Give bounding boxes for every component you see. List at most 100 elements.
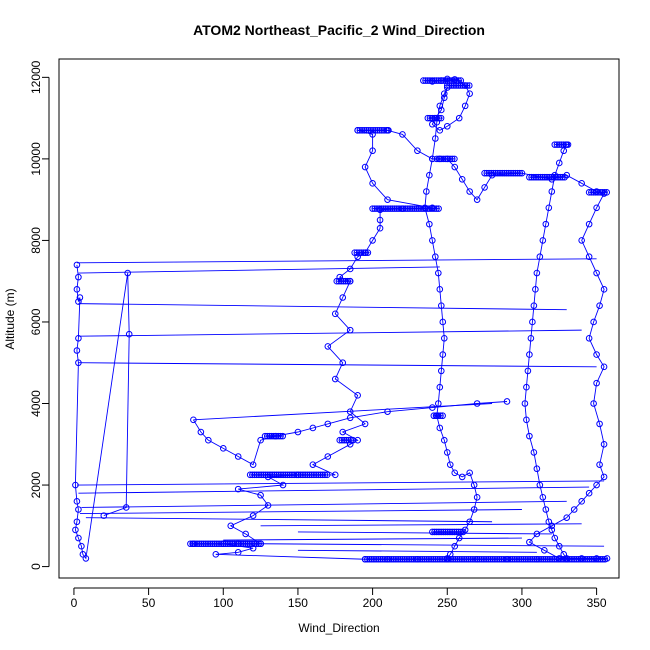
data-point <box>442 155 449 163</box>
data-point <box>435 400 442 407</box>
data-point <box>454 555 461 563</box>
data-point <box>353 249 361 256</box>
data-point <box>548 188 556 195</box>
data-point <box>413 205 420 212</box>
data-point <box>255 471 263 479</box>
data-point <box>593 379 600 387</box>
data-point <box>465 82 473 89</box>
data-point <box>277 432 284 440</box>
data-point <box>417 205 425 212</box>
data-point <box>564 555 571 563</box>
data-point <box>235 540 243 548</box>
connector-line <box>85 517 493 523</box>
data-point <box>386 205 394 212</box>
data-point <box>524 367 532 375</box>
data-point <box>596 302 603 309</box>
data-point <box>346 277 354 285</box>
data-point <box>266 432 273 440</box>
data-point <box>530 302 538 309</box>
data-point <box>220 540 227 548</box>
data-point <box>319 471 327 479</box>
data-point <box>432 412 440 420</box>
data-point <box>450 82 458 89</box>
data-point <box>534 173 542 181</box>
data-point <box>424 77 432 84</box>
data-point <box>553 141 561 148</box>
data-point <box>423 555 431 563</box>
y-tick-label: 0 <box>29 563 43 570</box>
data-point <box>309 424 317 432</box>
data-point <box>498 169 506 177</box>
data-point <box>537 555 545 563</box>
data-point <box>431 114 438 122</box>
data-point <box>215 540 223 548</box>
data-point <box>388 555 395 563</box>
data-point <box>204 540 212 548</box>
data-point <box>437 528 445 536</box>
connector-line <box>78 362 597 368</box>
data-point <box>315 471 322 479</box>
data-point <box>487 555 494 563</box>
data-point <box>385 127 392 134</box>
data-point <box>436 555 444 563</box>
data-point <box>428 114 436 122</box>
data-point <box>490 169 497 177</box>
data-point <box>535 555 543 563</box>
data-point <box>75 534 82 542</box>
data-point <box>351 249 358 256</box>
data-point <box>369 237 376 244</box>
data-point <box>436 286 444 293</box>
data-point <box>455 114 463 122</box>
data-point <box>459 528 467 536</box>
data-point <box>384 205 392 212</box>
data-point <box>424 205 431 212</box>
data-point <box>513 555 521 563</box>
data-point <box>541 546 548 554</box>
x-tick-label: 100 <box>213 596 233 610</box>
connector-line <box>81 500 567 508</box>
data-point <box>369 205 376 212</box>
data-point <box>228 540 236 548</box>
data-point <box>502 555 510 563</box>
data-point <box>586 555 593 563</box>
data-point <box>347 436 355 444</box>
x-tick-label: 0 <box>71 596 78 610</box>
data-point <box>483 169 491 177</box>
data-point <box>457 82 464 89</box>
data-point <box>360 249 367 256</box>
data-point <box>76 294 84 301</box>
data-point <box>599 555 607 563</box>
data-point <box>369 147 376 155</box>
data-point <box>590 318 597 326</box>
data-point <box>375 205 383 212</box>
data-point <box>545 204 553 212</box>
data-point <box>75 298 82 305</box>
data-point <box>455 534 463 542</box>
data-point <box>421 555 428 563</box>
data-point <box>436 383 444 391</box>
data-point <box>73 347 81 354</box>
data-point <box>451 155 458 163</box>
data-point <box>518 169 526 177</box>
data-point <box>286 471 294 479</box>
data-point <box>433 155 441 163</box>
data-point <box>600 473 608 481</box>
data-point <box>408 555 415 563</box>
data-point <box>533 465 541 473</box>
data-point <box>467 555 475 563</box>
data-point <box>426 77 434 84</box>
data-point <box>555 542 563 550</box>
data-point <box>439 351 447 358</box>
data-point <box>482 555 490 563</box>
data-point <box>406 205 414 212</box>
data-point <box>431 528 438 536</box>
data-point <box>378 127 386 134</box>
data-point <box>209 540 216 548</box>
data-point <box>503 398 511 405</box>
data-point <box>271 471 278 479</box>
data-point <box>592 189 600 196</box>
data-point <box>426 220 433 228</box>
data-point <box>516 169 524 177</box>
data-point <box>343 436 350 444</box>
data-point <box>435 155 443 163</box>
